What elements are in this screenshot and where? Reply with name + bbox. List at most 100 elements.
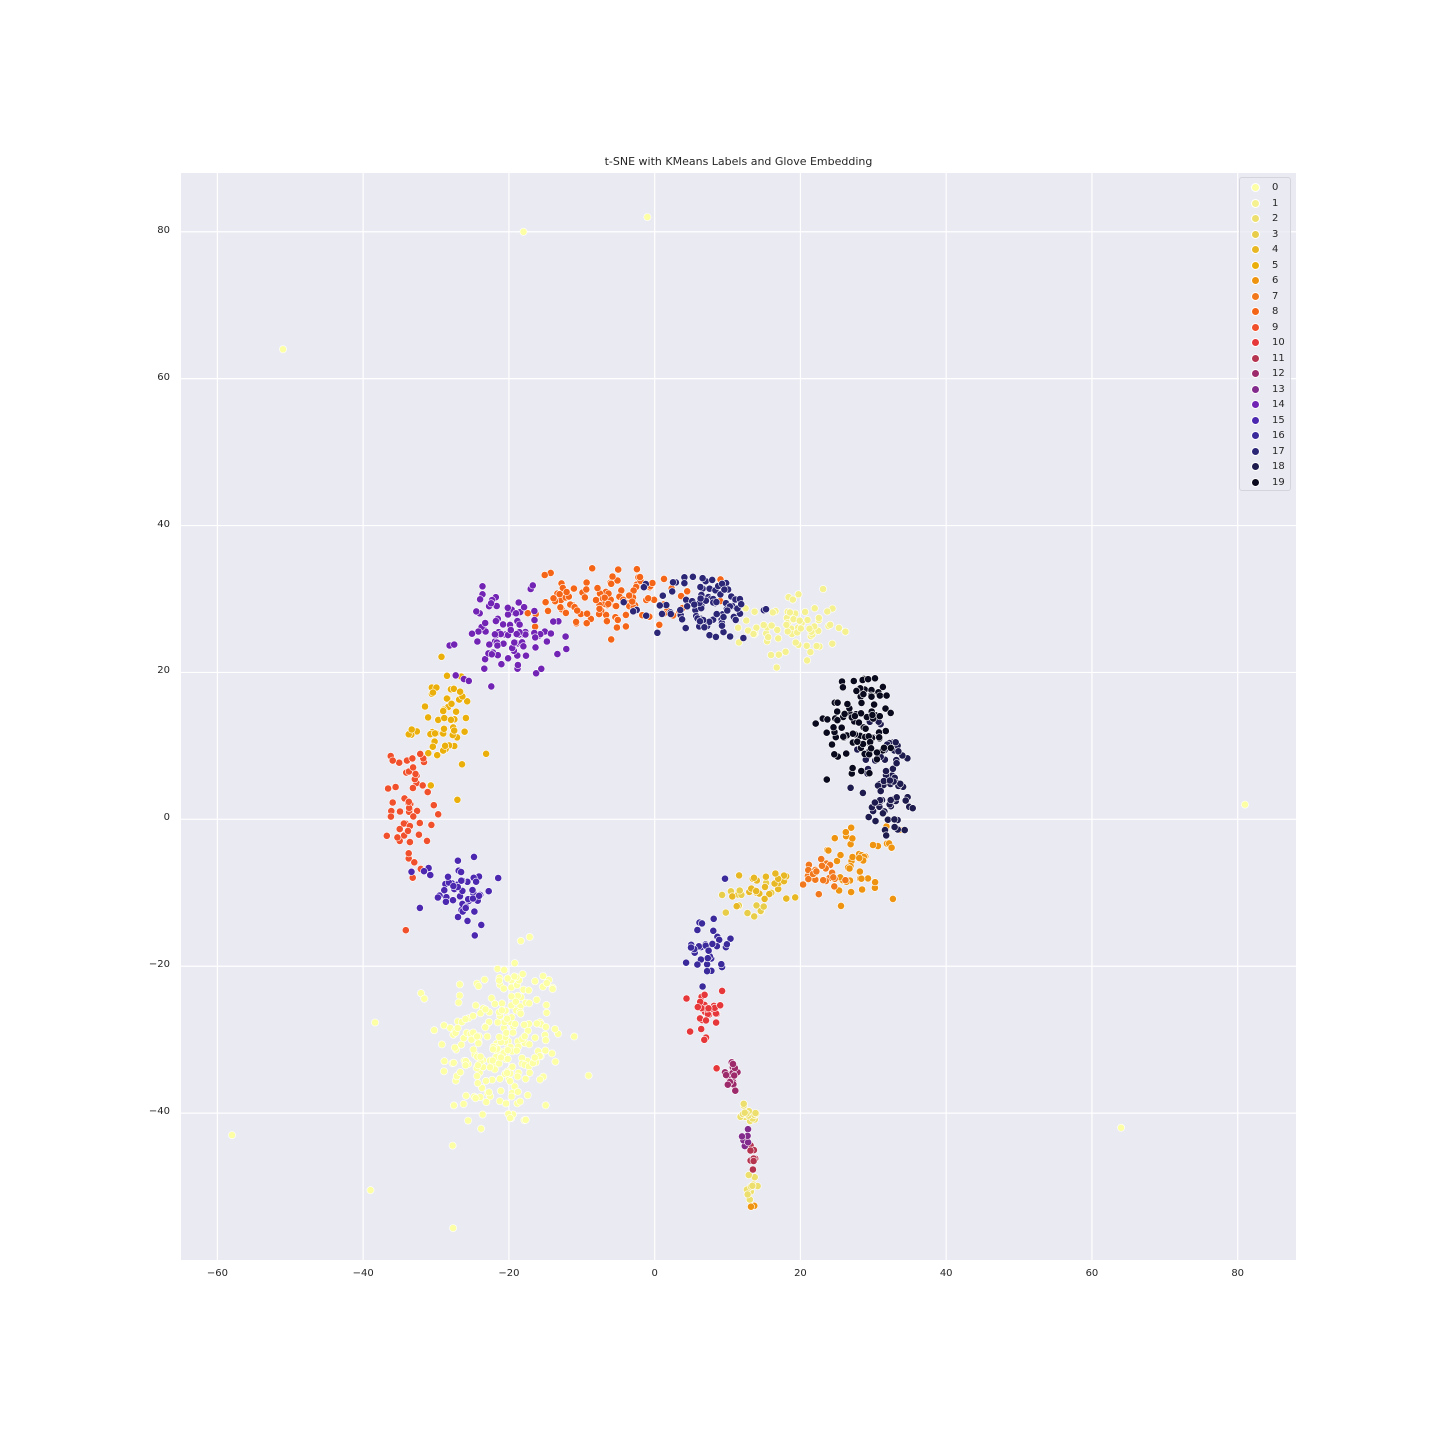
scatter-point-0 bbox=[512, 1046, 521, 1055]
scatter-point-8 bbox=[622, 611, 630, 619]
scatter-point-9 bbox=[427, 821, 436, 829]
scatter-point-6 bbox=[830, 834, 839, 843]
scatter-point-0 bbox=[519, 227, 528, 236]
scatter-point-19 bbox=[822, 775, 831, 784]
scatter-point-1 bbox=[767, 621, 776, 630]
scatter-point-17 bbox=[658, 610, 666, 618]
scatter-point-15 bbox=[472, 877, 480, 886]
legend-marker bbox=[1251, 276, 1260, 286]
scatter-point-10 bbox=[700, 990, 709, 999]
legend-marker bbox=[1251, 384, 1260, 394]
scatter-point-14 bbox=[514, 598, 523, 607]
scatter-point-15 bbox=[420, 867, 428, 876]
legend: 0 1 2 3 4 5 6 7 8 9 10 11 12 13 14 15 16… bbox=[1239, 177, 1291, 491]
scatter-point-14 bbox=[497, 660, 506, 669]
scatter-point-9 bbox=[393, 833, 402, 842]
x-tick-label: 40 bbox=[939, 1268, 953, 1279]
scatter-point-17 bbox=[629, 607, 638, 616]
scatter-point-1 bbox=[794, 590, 803, 599]
scatter-point-0 bbox=[476, 1052, 485, 1061]
scatter-point-0 bbox=[481, 1005, 490, 1014]
scatter-point-14 bbox=[528, 581, 537, 590]
legend-item: 16 bbox=[1240, 428, 1290, 444]
scatter-point-9 bbox=[414, 830, 423, 839]
scatter-point-0 bbox=[523, 1091, 532, 1100]
scatter-point-8 bbox=[613, 616, 622, 624]
scatter-point-15 bbox=[463, 917, 472, 925]
scatter-point-19 bbox=[861, 724, 870, 733]
scatter-point-18 bbox=[859, 789, 867, 797]
scatter-point-11 bbox=[749, 1157, 758, 1165]
scatter-point-19 bbox=[839, 683, 847, 692]
scatter-point-15 bbox=[444, 872, 452, 881]
scatter-point-14 bbox=[491, 617, 500, 625]
scatter-point-0 bbox=[584, 1071, 593, 1080]
scatter-point-0 bbox=[514, 1087, 522, 1096]
scatter-point-0 bbox=[525, 933, 534, 941]
scatter-point-0 bbox=[488, 1056, 497, 1065]
scatter-point-0 bbox=[228, 1131, 236, 1139]
scatter-point-0 bbox=[471, 1001, 480, 1010]
scatter-point-0 bbox=[1241, 800, 1249, 809]
scatter-point-15 bbox=[426, 871, 435, 879]
scatter-point-18 bbox=[864, 813, 873, 821]
scatter-point-18 bbox=[882, 831, 891, 840]
scatter-point-0 bbox=[495, 1033, 504, 1041]
scatter-point-0 bbox=[503, 1046, 512, 1055]
scatter-point-4 bbox=[761, 883, 769, 891]
scatter-point-18 bbox=[886, 776, 894, 785]
scatter-point-17 bbox=[726, 632, 734, 641]
legend-label: 2 bbox=[1272, 213, 1279, 225]
scatter-point-0 bbox=[480, 975, 489, 984]
scatter-point-1 bbox=[841, 627, 850, 636]
y-tick-label: 60 bbox=[157, 371, 170, 383]
scatter-point-15 bbox=[470, 907, 479, 916]
scatter-point-19 bbox=[839, 732, 848, 741]
scatter-point-14 bbox=[493, 641, 502, 650]
scatter-point-9 bbox=[401, 926, 410, 935]
scatter-point-17 bbox=[696, 594, 705, 603]
scatter-point-19 bbox=[879, 683, 887, 691]
scatter-point-1 bbox=[814, 614, 823, 622]
scatter-point-0 bbox=[548, 985, 557, 993]
scatter-point-19 bbox=[882, 691, 891, 700]
scatter-point-0 bbox=[430, 1026, 439, 1035]
scatter-point-8 bbox=[583, 609, 591, 618]
plot-background bbox=[181, 173, 1296, 1260]
scatter-point-4 bbox=[765, 890, 774, 898]
scatter-point-9 bbox=[404, 849, 413, 858]
legend-item: 11 bbox=[1240, 351, 1290, 367]
scatter-point-8 bbox=[607, 579, 616, 588]
scatter-point-1 bbox=[750, 607, 759, 616]
scatter-point-14 bbox=[487, 682, 496, 691]
scatter-point-9 bbox=[411, 770, 420, 778]
scatter-point-14 bbox=[543, 637, 551, 646]
scatter-point-1 bbox=[803, 616, 812, 624]
legend-label: 0 bbox=[1272, 182, 1279, 194]
scatter-point-19 bbox=[829, 723, 838, 732]
scatter-point-5 bbox=[440, 714, 449, 722]
scatter-point-0 bbox=[507, 992, 516, 1001]
scatter-point-0 bbox=[487, 994, 496, 1002]
scatter-point-5 bbox=[449, 684, 458, 693]
scatter-point-8 bbox=[540, 571, 549, 579]
scatter-point-0 bbox=[516, 937, 525, 945]
scatter-point-6 bbox=[857, 874, 866, 883]
scatter-point-19 bbox=[849, 677, 858, 685]
scatter-point-14 bbox=[530, 607, 539, 615]
scatter-point-0 bbox=[497, 1053, 505, 1062]
scatter-point-5 bbox=[450, 726, 459, 735]
legend-label: 12 bbox=[1272, 368, 1285, 380]
scatter-point-5 bbox=[447, 699, 456, 708]
scatter-point-17 bbox=[666, 610, 675, 618]
scatter-point-19 bbox=[881, 727, 890, 735]
scatter-point-0 bbox=[493, 1018, 502, 1027]
scatter-point-19 bbox=[859, 690, 868, 699]
scatter-point-4 bbox=[735, 871, 743, 880]
scatter-point-0 bbox=[420, 994, 429, 1003]
scatter-point-8 bbox=[541, 598, 550, 607]
scatter-point-17 bbox=[683, 602, 692, 611]
scatter-point-0 bbox=[371, 1018, 379, 1027]
scatter-point-10 bbox=[716, 1001, 725, 1010]
scatter-point-19 bbox=[840, 710, 849, 718]
